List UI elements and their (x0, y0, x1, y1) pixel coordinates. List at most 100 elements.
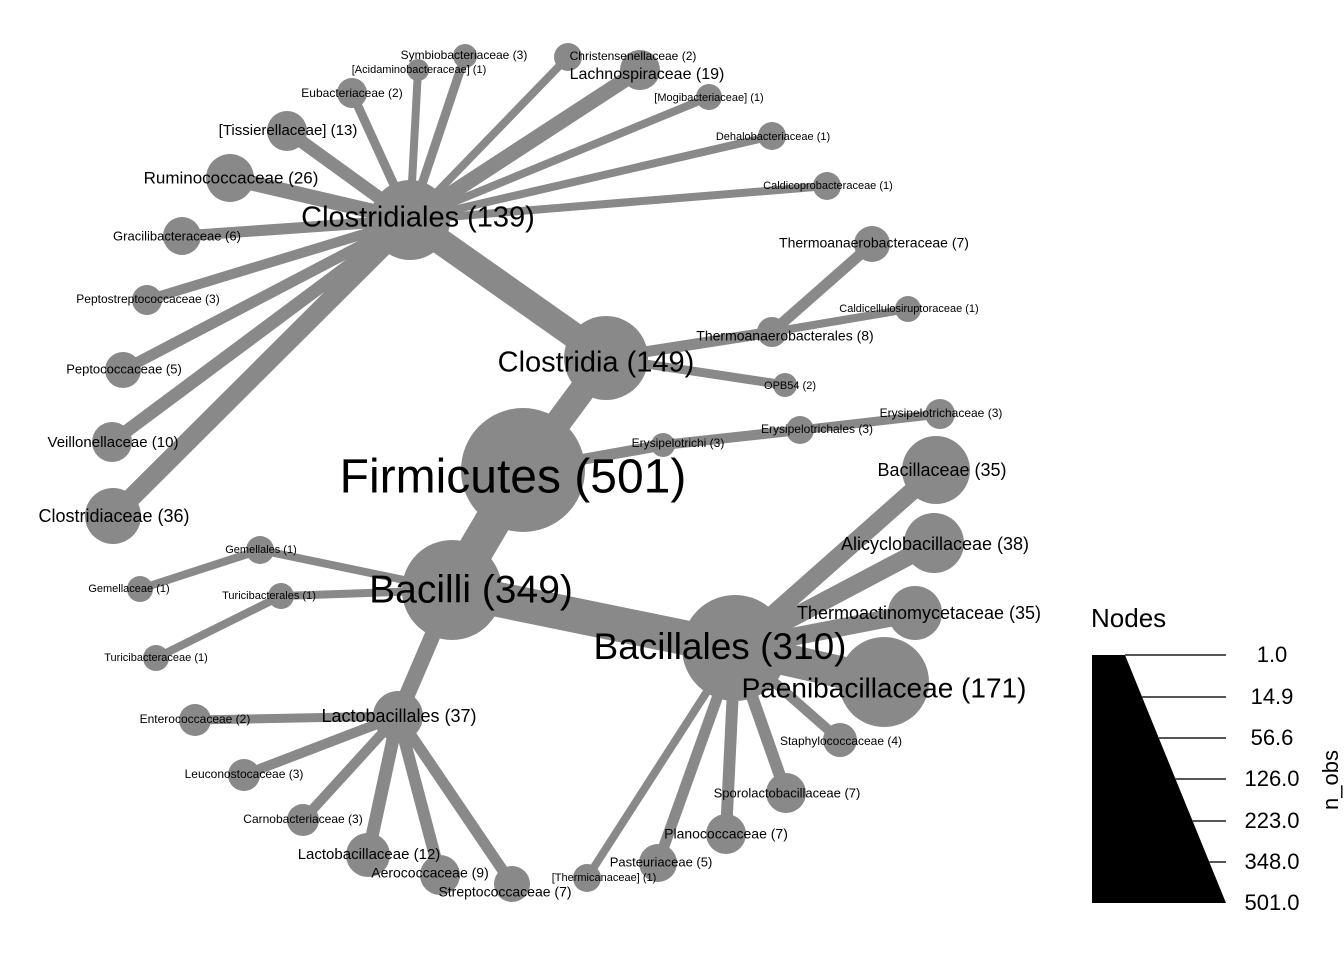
label-dehalobacteriaceae: Dehalobacteriaceae (1) (716, 131, 830, 143)
edge-clostridiales-peptostreptococcaceae (145, 215, 412, 305)
label-erysipelotrichales: Erysipelotrichales (3) (761, 422, 873, 436)
node-lactobacillales (373, 691, 423, 741)
edge-thermoanaerobacterales-thermoanaerobacteraceae (768, 239, 876, 337)
legend-tick-label: 1.0 (1257, 642, 1288, 667)
edge-clostridiales-lachnospiraceae (405, 63, 645, 227)
edge-lactobacillales-enterococcaceae (194, 711, 399, 725)
label-bacilli: Bacilli (349) (369, 568, 573, 611)
node-peptococcaceae (105, 352, 141, 388)
node-thermoanaerobacteraceae (854, 226, 890, 262)
node-caldicoprobacteraceae (813, 172, 841, 200)
legend-axis-label: n_obs (1318, 750, 1343, 810)
node-gracilibacteraceae (163, 217, 201, 255)
label-thermoanaerobacterales: Thermoanaerobacterales (8) (696, 328, 873, 344)
node-sporolactobacillaceae (766, 773, 806, 813)
edge-turicibacterales-turicibacteraceae (154, 592, 283, 662)
legend-tick-label: 14.9 (1251, 684, 1294, 709)
edge-erysipelotrichales-erysipelotrichaceae (799, 409, 941, 435)
node-erysipelotrichaceae (925, 399, 955, 429)
label-bacillales: Bacillales (310) (594, 626, 847, 667)
label-thermoanaerobacteraceae: Thermoanaerobacteraceae (7) (779, 235, 969, 251)
edge-lactobacillales-leuconostocaceae (242, 711, 400, 780)
label-ruminococcaceae: Ruminococcaceae (26) (144, 168, 319, 187)
node-ruminococcaceae (206, 154, 254, 202)
node-mogibacteriaceae (696, 84, 722, 110)
edge-clostridiales-caldicoprobacteraceae (409, 182, 828, 224)
label-clostridiales: Clostridiales (139) (301, 202, 535, 234)
node-symbiobacteriaceae (453, 44, 477, 68)
node-veillonellaceae (92, 422, 132, 462)
node-eubacteriaceae (337, 78, 367, 108)
label-gemellales: Gemellales (1) (225, 544, 297, 556)
tree-labels: Firmicutes (501) Clostridia (149) Bacilli … (38, 48, 1041, 900)
label-planococcaceae: Planococcaceae (7) (664, 826, 788, 842)
label-pasteuriaceae: Pasteuriaceae (5) (610, 854, 713, 869)
node-lachnospiraceae (620, 50, 660, 90)
label-eubacteriaceae: Eubacteriaceae (2) (301, 86, 402, 100)
label-paenibacillaceae: Paenibacillaceae (171) (742, 672, 1027, 703)
label-opb54: OPB54 (2) (764, 380, 816, 392)
edge-erysipelotrichi-erysipelotrichales (662, 425, 801, 450)
label-clostridiaceae: Clostridiaceae (36) (38, 506, 189, 526)
label-clostridia: Clostridia (149) (498, 347, 695, 379)
node-erysipelotrichales (786, 416, 814, 444)
label-alicyclobacillaceae: Alicyclobacillaceae (38) (841, 534, 1029, 554)
legend-ticks: 1.0 14.9 56.6 126.0 223.0 348.0 501.0 (1125, 642, 1300, 915)
node-bacillaceae (902, 436, 970, 504)
node-clostridia (564, 316, 648, 400)
legend-tick-label: 501.0 (1244, 890, 1299, 915)
label-peptococcaceae: Peptococcaceae (5) (66, 361, 182, 376)
label-christensenellaceae: Christensenellaceae (2) (570, 49, 697, 63)
node-bacilli (402, 540, 502, 640)
node-opb54 (773, 373, 797, 397)
label-firmicutes: Firmicutes (501) (340, 451, 687, 504)
label-leuconostocaceae: Leuconostocaceae (3) (185, 767, 304, 781)
node-lactobacillaceae (346, 833, 390, 877)
legend-size-wedge (1092, 655, 1226, 903)
label-caldicoprobacteraceae: Caldicoprobacteraceae (1) (763, 180, 893, 192)
label-turicibacterales: Turicibacterales (1) (222, 590, 316, 602)
node-gemellaceae (127, 576, 153, 602)
label-erysipelotrichaceae: Erysipelotrichaceae (3) (880, 406, 1003, 420)
node-planococcaceae (706, 814, 746, 854)
label-gemellaceae: Gemellaceae (1) (88, 583, 169, 595)
label-gracilibacteraceae: Gracilibacteraceae (6) (113, 228, 241, 243)
edge-clostridiales-dehalobacteriaceae (409, 132, 773, 224)
node-clostridiaceae (85, 488, 141, 544)
label-tissierellaceae: [Tissierellaceae] (13) (219, 122, 358, 139)
node-acidaminobacteraceae (407, 59, 429, 81)
label-streptococcaceae: Streptococcaceae (7) (438, 884, 571, 900)
node-alicyclobacillaceae (904, 513, 964, 573)
tree-nodes (85, 43, 970, 902)
label-lachnospiraceae: Lachnospiraceae (19) (570, 66, 725, 83)
label-mogibacteriaceae: [Mogibacteriaceae] (1) (654, 92, 763, 104)
node-dehalobacteriaceae (758, 122, 786, 150)
node-enterococcaceae (179, 704, 211, 736)
node-bacillales (682, 595, 788, 701)
label-turicibacteraceae: Turicibacteraceae (1) (104, 652, 208, 664)
label-lactobacillales: Lactobacillales (37) (321, 706, 476, 726)
label-symbiobacteriaceae: Symbiobacteriaceae (3) (401, 48, 528, 62)
node-thermoactinomycetaceae (888, 586, 942, 640)
edge-clostridiales-peptococcaceae (120, 215, 413, 375)
edge-lactobacillales-streptococcaceae (393, 712, 517, 888)
node-pasteuriaceae (639, 844, 677, 882)
node-aerococcaceae (420, 855, 460, 895)
label-enterococcaceae: Enterococcaceae (2) (140, 712, 251, 726)
edge-lactobacillales-aerococcaceae (392, 714, 446, 877)
label-veillonellaceae: Veillonellaceae (10) (48, 434, 179, 451)
edge-clostridiales-clostridiaceae (106, 213, 417, 523)
node-paenibacillaceae (839, 637, 929, 727)
node-staphylococcaceae (823, 723, 857, 757)
node-caldicellulosiruptoraceae (895, 296, 921, 322)
node-firmicutes (461, 408, 585, 532)
node-turicibacterales (268, 583, 294, 609)
legend-tick-label: 56.6 (1251, 725, 1294, 750)
label-staphylococcaceae: Staphylococcaceae (4) (780, 734, 902, 748)
edge-clostridiales-mogibacteriaceae (408, 93, 711, 224)
node-thermicanaceae (573, 864, 601, 892)
node-leuconostocaceae (228, 759, 260, 791)
node-gemellales (246, 536, 274, 564)
node-clostridiales (370, 180, 450, 260)
legend-title: Nodes (1091, 603, 1166, 633)
